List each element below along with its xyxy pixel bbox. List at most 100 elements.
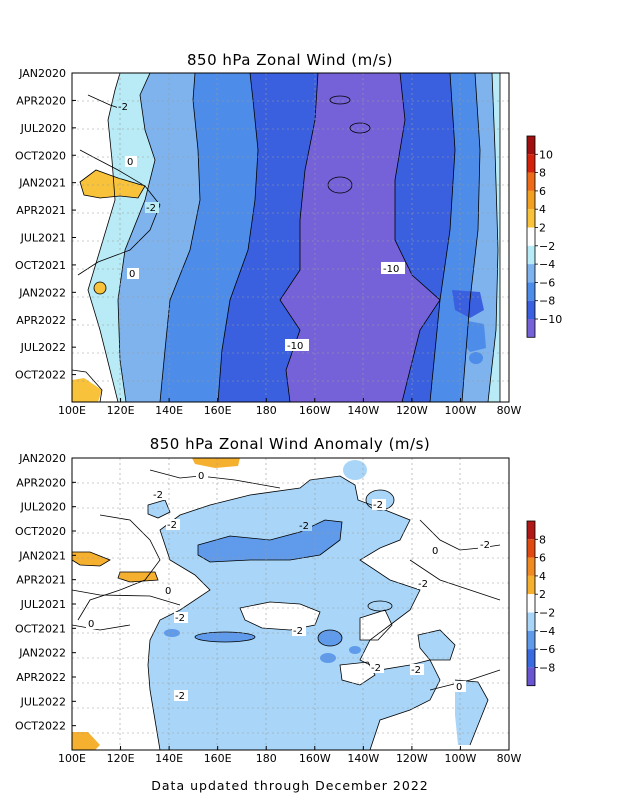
- zonal-wind-field: -2 0 -2 0 -10 -10: [72, 73, 509, 402]
- y-tick-label: JAN2022: [18, 647, 66, 660]
- y-tick-label: OCT2020: [15, 525, 66, 538]
- x-tick-label: 160E: [204, 752, 232, 765]
- colorbar-label: 8: [539, 167, 546, 180]
- colorbar-label: −4: [539, 625, 555, 638]
- colorbar-label: 2: [539, 222, 546, 235]
- colorbar-swatch: [527, 282, 535, 301]
- colorbar-swatch: [527, 154, 535, 173]
- x-tick-label: 80W: [497, 752, 522, 765]
- y-tick-label: JAN2020: [18, 67, 66, 80]
- anomaly-panel: 850 hPa Zonal Wind Anomaly (m/s): [15, 435, 555, 765]
- colorbar-swatch: [527, 209, 535, 228]
- positive-patch-jan2021: [80, 170, 145, 198]
- colorbar-label: 2: [539, 588, 546, 601]
- svg-text:-2: -2: [167, 520, 177, 531]
- svg-text:-2: -2: [480, 540, 490, 551]
- colorbar-label: 8: [539, 533, 546, 546]
- y-tick-label: APR2021: [16, 574, 66, 587]
- x-tick-label: 100W: [445, 404, 477, 417]
- svg-text:0: 0: [198, 471, 204, 482]
- colorbar-label: 10: [539, 148, 553, 161]
- y-tick-label: JAN2021: [18, 177, 66, 190]
- x-tick-label: 180: [256, 752, 277, 765]
- colorbar-label: 4: [539, 203, 546, 216]
- colorbar-label: −10: [539, 313, 562, 326]
- y-tick-label: JUL2020: [20, 122, 66, 135]
- colorbar-swatch: [527, 630, 535, 650]
- colorbar-swatch: [527, 136, 535, 155]
- x-tick-label: 100E: [58, 404, 86, 417]
- y-tick-label: OCT2022: [15, 369, 66, 382]
- y-tick-label: JUL2020: [20, 501, 66, 514]
- svg-text:-2: -2: [371, 663, 381, 674]
- zonal-wind-title: 850 hPa Zonal Wind (m/s): [187, 51, 393, 69]
- x-tick-label: 160W: [299, 752, 331, 765]
- svg-text:-10: -10: [287, 341, 303, 352]
- svg-text:-2: -2: [373, 500, 383, 511]
- anomaly-colorbar: 8 6 4 2 −2 −4 −6 −8: [526, 520, 555, 687]
- colorbar-swatch: [527, 557, 535, 576]
- zonal-wind-colorbar: 10 8 6 4 2 −2 −4 −6 −8 −10: [526, 135, 562, 338]
- y-tick-label: OCT2022: [15, 720, 66, 733]
- svg-text:-2: -2: [146, 203, 156, 214]
- x-tick-label: 80W: [497, 404, 522, 417]
- y-tick-label: OCT2020: [15, 149, 66, 162]
- colorbar-label: 6: [539, 185, 546, 198]
- x-tick-label: 160E: [204, 404, 232, 417]
- x-tick-label: 100E: [58, 752, 86, 765]
- y-tick-label: APR2020: [16, 94, 66, 107]
- svg-text:-2: -2: [293, 626, 303, 637]
- svg-text:0: 0: [456, 682, 462, 693]
- anomaly-title: 850 hPa Zonal Wind Anomaly (m/s): [150, 435, 431, 453]
- x-tick-label: 140E: [155, 752, 183, 765]
- anomaly-field: 0 -2 -2 -2 -2 0 -2 -2 0 -2 -2 0 -2 -2 0 …: [72, 458, 509, 750]
- zonal-wind-axes: 100E 120E 140E 160E 180 160W 140W 120W 100W 80W JA…: [15, 67, 522, 417]
- svg-text:0: 0: [127, 157, 133, 168]
- colorbar-label: −6: [539, 643, 555, 656]
- colorbar-swatch: [527, 521, 535, 540]
- colorbar-swatch: [527, 667, 535, 686]
- anomaly-axes: 100E 120E 140E 160E 180 160W 140W 120W 100W 80W JA…: [15, 452, 522, 765]
- colorbar-swatch: [527, 612, 535, 631]
- svg-text:-2: -2: [153, 490, 163, 501]
- colorbar-swatch: [527, 245, 535, 265]
- colorbar-label: 4: [539, 570, 546, 583]
- svg-text:-2: -2: [411, 665, 421, 676]
- x-tick-label: 120W: [396, 752, 428, 765]
- x-tick-label: 120W: [396, 404, 428, 417]
- band-minus10: [280, 73, 440, 402]
- x-tick-label: 120E: [107, 752, 135, 765]
- x-tick-label: 120E: [107, 404, 135, 417]
- bottom-contour-labels: 0 -2 -2 -2 -2 0 -2 -2 0 -2 -2 0 -2 -2 0 …: [86, 470, 490, 702]
- colorbar-swatch: [527, 227, 535, 246]
- y-tick-label: APR2021: [16, 204, 66, 217]
- colorbar-swatch: [527, 300, 535, 319]
- y-tick-label: JUL2022: [20, 341, 66, 354]
- svg-text:0: 0: [129, 269, 135, 280]
- svg-text:0: 0: [88, 619, 94, 630]
- svg-text:-2: -2: [175, 613, 185, 624]
- x-tick-label: 180: [256, 404, 277, 417]
- x-tick-label: 100W: [445, 752, 477, 765]
- colorbar-label: 6: [539, 552, 546, 565]
- colorbar-swatch: [527, 319, 535, 338]
- colorbar-swatch: [527, 649, 535, 668]
- colorbar-swatch: [527, 190, 535, 210]
- colorbar-label: −8: [539, 295, 555, 308]
- y-tick-label: JAN2021: [18, 549, 66, 562]
- y-tick-label: APR2020: [16, 476, 66, 489]
- x-tick-label: 160W: [299, 404, 331, 417]
- svg-text:-2: -2: [175, 691, 185, 702]
- colorbar-label: −8: [539, 661, 555, 674]
- svg-text:-2: -2: [299, 521, 309, 532]
- y-tick-label: OCT2021: [15, 259, 66, 272]
- x-tick-label: 140W: [347, 752, 379, 765]
- colorbar-swatch: [527, 594, 535, 613]
- svg-text:-10: -10: [383, 264, 399, 275]
- colorbar-label: −2: [539, 607, 555, 620]
- colorbar-swatch: [527, 172, 535, 191]
- bottom-grid: [72, 458, 509, 750]
- colorbar-frame: [526, 135, 536, 338]
- colorbar-swatch: [527, 539, 535, 558]
